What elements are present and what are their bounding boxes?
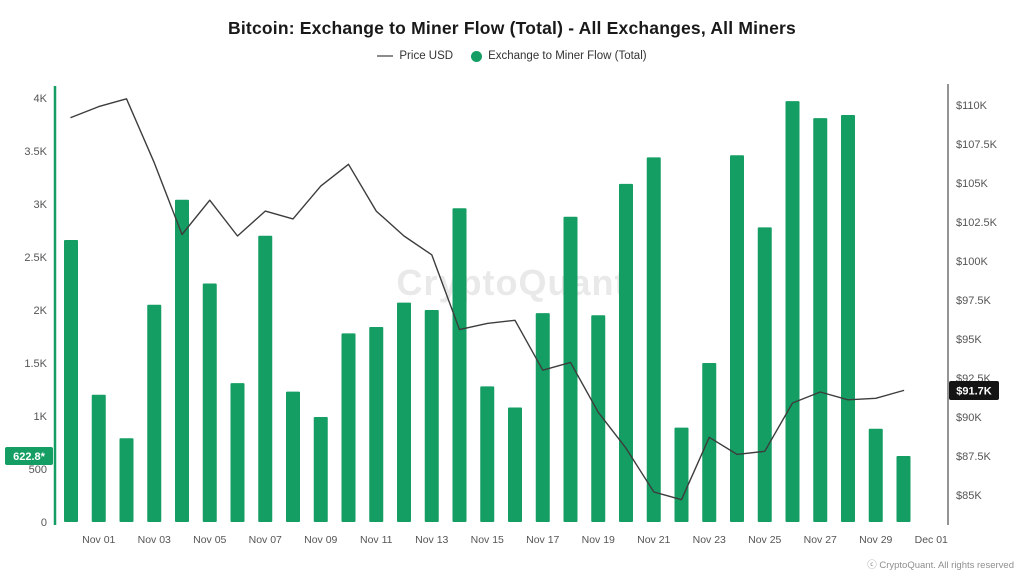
left-axis-tick-label: 3.5K bbox=[24, 146, 47, 158]
bar-nov-01[interactable] bbox=[91, 394, 106, 522]
x-axis-tick-label: Nov 27 bbox=[804, 534, 837, 546]
bar-nov-27[interactable] bbox=[813, 118, 828, 522]
legend: Price USD Exchange to Miner Flow (Total) bbox=[0, 50, 1024, 62]
bar-nov-09[interactable] bbox=[313, 417, 328, 522]
x-axis-tick-label: Nov 07 bbox=[249, 534, 282, 546]
bar-nov-05[interactable] bbox=[202, 283, 217, 523]
legend-item-miner-flow[interactable]: Exchange to Miner Flow (Total) bbox=[471, 50, 647, 62]
x-axis-tick-label: Nov 03 bbox=[138, 534, 171, 546]
price-line[interactable] bbox=[70, 98, 905, 501]
left-axis-tick-label: 1K bbox=[34, 411, 48, 423]
x-axis-tick-label: Nov 17 bbox=[526, 534, 559, 546]
bar-nov-04[interactable] bbox=[175, 199, 189, 522]
bar-nov-21[interactable] bbox=[646, 157, 661, 523]
left-axis-tick-label: 4K bbox=[34, 93, 48, 105]
left-axis-tick-label: 0 bbox=[41, 517, 47, 529]
x-axis-tick-label: Nov 05 bbox=[193, 534, 226, 546]
x-axis-tick-label: Nov 29 bbox=[859, 534, 892, 546]
right-axis-tick-label: $100K bbox=[956, 256, 988, 268]
line-series-marker-icon bbox=[377, 55, 394, 57]
bar-nov-15[interactable] bbox=[480, 386, 495, 522]
bar-nov-14[interactable] bbox=[452, 208, 467, 523]
x-axis-tick-label: Nov 19 bbox=[582, 534, 615, 546]
bar-nov-23[interactable] bbox=[702, 363, 717, 522]
left-axis-tick-label: 2.5K bbox=[24, 252, 47, 264]
x-axis-tick-label: Nov 25 bbox=[748, 534, 781, 546]
bar-nov-03[interactable] bbox=[147, 304, 162, 522]
right-axis-tick-label: $95K bbox=[956, 334, 982, 346]
copyright: ⓒ CryptoQuant. All rights reserved bbox=[867, 560, 1014, 571]
bar-nov-08[interactable] bbox=[286, 391, 300, 522]
right-axis-tick-label: $102.5K bbox=[956, 217, 998, 229]
right-axis-tick-label: $110K bbox=[956, 100, 988, 112]
right-axis-tick-label: $90K bbox=[956, 412, 982, 424]
bar-nov-26[interactable] bbox=[785, 101, 800, 523]
left-axis-tick-label: 500 bbox=[29, 464, 47, 476]
bar-nov-20[interactable] bbox=[619, 183, 633, 523]
svg-text:$91.7K: $91.7K bbox=[956, 385, 992, 397]
bar-nov-25[interactable] bbox=[757, 227, 772, 522]
bar-nov-02[interactable] bbox=[119, 438, 134, 522]
x-axis-tick-label: Nov 15 bbox=[471, 534, 504, 546]
bar-nov-06[interactable] bbox=[230, 383, 245, 522]
left-axis-tick-label: 3K bbox=[34, 199, 48, 211]
right-axis-tick-label: $97.5K bbox=[956, 295, 992, 307]
latest-price-badge: $91.7K bbox=[949, 380, 999, 400]
svg-text:622.8*: 622.8* bbox=[13, 451, 46, 463]
bar-nov-17[interactable] bbox=[535, 313, 550, 522]
bar-nov-11[interactable] bbox=[369, 326, 384, 522]
x-axis-tick-label: Dec 01 bbox=[915, 534, 948, 546]
right-axis-tick-label: $105K bbox=[956, 178, 988, 190]
x-axis-tick-label: Nov 23 bbox=[693, 534, 726, 546]
bar-nov-28[interactable] bbox=[841, 114, 855, 523]
bar-nov-18[interactable] bbox=[563, 216, 578, 522]
x-axis-tick-label: Nov 09 bbox=[304, 534, 337, 546]
bar-nov-29[interactable] bbox=[868, 428, 883, 522]
legend-item-price-usd[interactable]: Price USD bbox=[377, 50, 453, 62]
x-axis-tick-label: Nov 01 bbox=[82, 534, 115, 546]
watermark: CryptoQuant bbox=[396, 262, 628, 303]
legend-label-price-usd: Price USD bbox=[399, 50, 454, 62]
left-axis-tick-label: 2K bbox=[34, 305, 48, 317]
bar-nov-19[interactable] bbox=[591, 315, 606, 522]
x-axis-tick-label: Nov 13 bbox=[415, 534, 448, 546]
chart-title: Bitcoin: Exchange to Miner Flow (Total) … bbox=[228, 18, 796, 38]
bar-nov-24[interactable] bbox=[730, 155, 744, 523]
bar-nov-30[interactable] bbox=[896, 455, 911, 522]
latest-flow-badge: 622.8* bbox=[5, 446, 53, 465]
bar-nov-22[interactable] bbox=[674, 427, 689, 522]
left-axis-tick-label: 1.5K bbox=[24, 358, 47, 370]
x-axis-tick-label: Nov 21 bbox=[637, 534, 670, 546]
bar-nov-07[interactable] bbox=[258, 235, 273, 523]
bar-nov-10[interactable] bbox=[341, 333, 356, 522]
bar-nov-16[interactable] bbox=[508, 407, 522, 522]
bar-nov-13[interactable] bbox=[424, 310, 439, 522]
bar-oct-31[interactable] bbox=[64, 240, 78, 523]
x-axis-tick-label: Nov 11 bbox=[360, 534, 393, 546]
right-axis-tick-label: $85K bbox=[956, 490, 982, 502]
legend-label-miner-flow: Exchange to Miner Flow (Total) bbox=[488, 50, 647, 62]
right-axis-tick-label: $87.5K bbox=[956, 451, 992, 463]
bar-series-marker-icon bbox=[471, 50, 483, 62]
right-axis-tick-label: $107.5K bbox=[956, 139, 998, 151]
bar-nov-12[interactable] bbox=[397, 302, 411, 522]
